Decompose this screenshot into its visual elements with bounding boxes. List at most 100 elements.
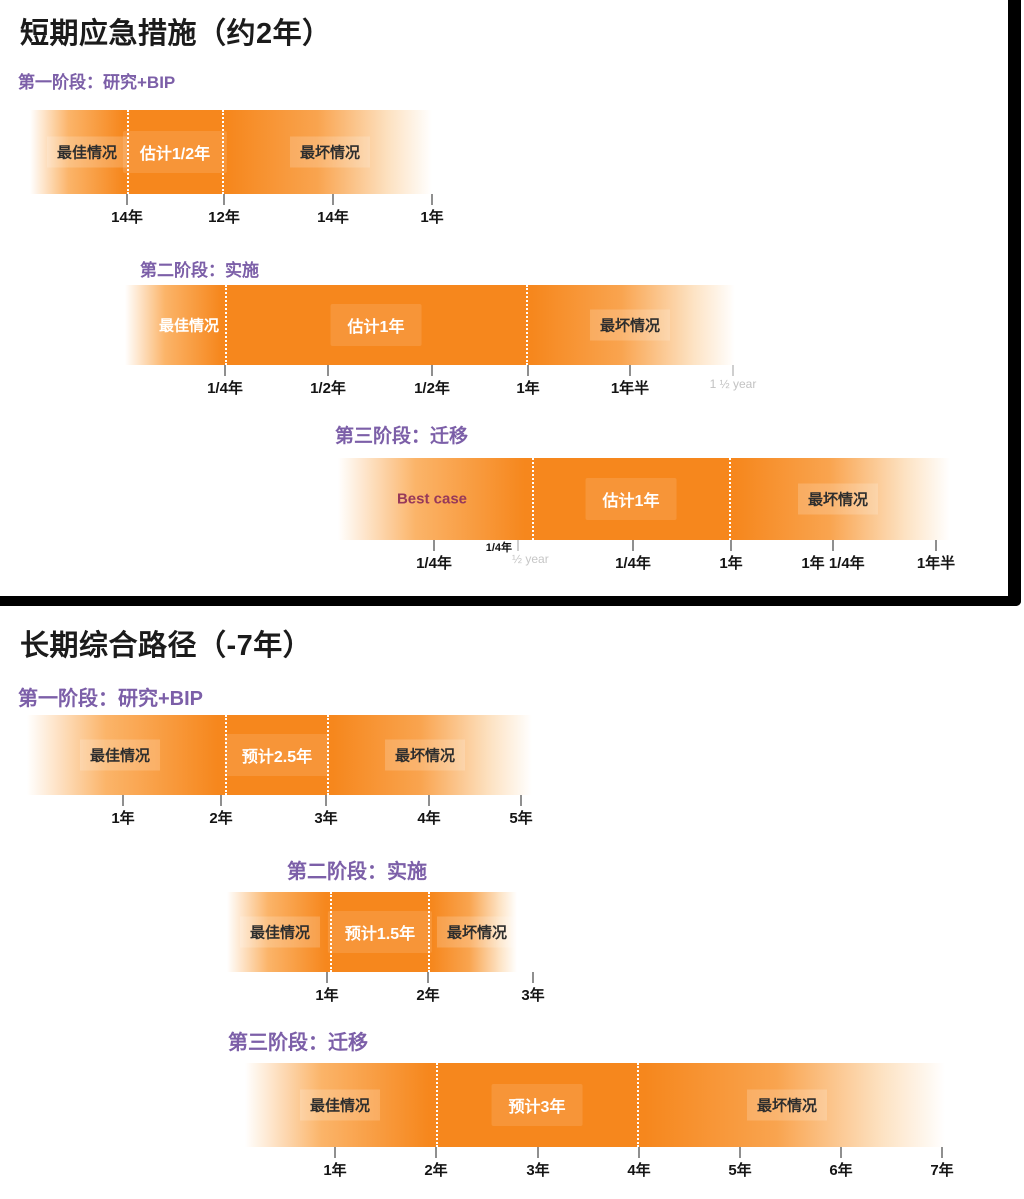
tick-label: 7年 xyxy=(930,1162,954,1179)
estimate-label: 预计3年 xyxy=(491,1084,583,1126)
tick-label: 2年 xyxy=(209,810,233,827)
estimate-label: 估计1/2年 xyxy=(122,131,228,173)
tick-label: 14年 xyxy=(111,209,143,226)
best-case-segment xyxy=(27,715,225,795)
tick-label: 12年 xyxy=(208,209,240,226)
tick-label: 1/2年 xyxy=(310,380,346,397)
s1-phase2-axis: 1/4年 1/2年 1/2年 1年 1年半 1 ½ year xyxy=(125,365,756,401)
tick-label: 1/4年 xyxy=(615,555,651,572)
best-case-segment xyxy=(338,458,532,540)
best-case-segment xyxy=(245,1063,436,1147)
worst-case-label: 最坏情况 xyxy=(589,309,671,341)
tick-label: 14年 xyxy=(317,209,349,226)
tick-mark xyxy=(739,1147,741,1158)
tick-mark xyxy=(223,194,225,205)
tick-label: 1年半 xyxy=(610,380,650,397)
long-term-title: 长期综合路径（-7年） xyxy=(20,630,313,662)
estimate-segment xyxy=(532,458,731,540)
worst-case-label: 最坏情况 xyxy=(436,916,518,948)
short-term-frame xyxy=(0,0,1021,606)
s1-phase1-bar: 最佳情况 估计1/2年 最坏情况 xyxy=(30,110,432,194)
tick-label: 4年 xyxy=(627,1162,651,1179)
estimate-segment xyxy=(225,715,329,795)
tick-label: 1年 xyxy=(516,380,540,397)
tick-mark xyxy=(629,365,631,376)
tick-mark xyxy=(632,540,634,551)
estimate-segment xyxy=(330,892,430,972)
tick-mark xyxy=(527,365,529,376)
tick-label: 3年 xyxy=(521,987,545,1004)
worst-case-label: 最坏情况 xyxy=(746,1089,828,1121)
s2-phase1-bar: 最佳情况 预计2.5年 最坏情况 xyxy=(27,715,532,795)
worst-case-segment xyxy=(731,458,950,540)
s1-phase2-bar: 最佳情况 估计1年 最坏情况 xyxy=(125,285,735,365)
tick-label: 3年 xyxy=(314,810,338,827)
tick-mark xyxy=(126,194,128,205)
best-case-label: 最佳情况 xyxy=(239,916,321,948)
s1-phase3-bar: Best case 估计1年 最坏情况 xyxy=(338,458,950,540)
tick-mark xyxy=(122,795,124,806)
tick-label: 2年 xyxy=(424,1162,448,1179)
s2-phase2-heading: 第二阶段：实施 xyxy=(287,861,427,883)
s1-phase1-heading: 第一阶段：研究+BIP xyxy=(18,73,176,92)
tick-label: 6年 xyxy=(829,1162,853,1179)
tick-label: 2年 xyxy=(416,987,440,1004)
s1-phase3-heading: 第三阶段：迁移 xyxy=(335,426,469,447)
worst-case-segment xyxy=(528,285,735,365)
worst-case-label: 最坏情况 xyxy=(797,483,879,515)
s2-phase2-axis: 1年 2年 3年 xyxy=(227,972,545,1008)
tick-label: 1/4年 xyxy=(416,555,452,572)
best-case-label: 最佳情况 xyxy=(158,317,220,335)
s2-phase3-axis: 1年 2年 3年 4年 5年 6年 7年 xyxy=(245,1147,954,1183)
tick-label: 1年 xyxy=(420,209,444,226)
worst-case-segment xyxy=(224,110,432,194)
tick-mark xyxy=(427,972,429,983)
worst-case-label: 最坏情况 xyxy=(289,136,371,168)
tick-mark xyxy=(832,540,834,551)
tick-label-gray: ½ year xyxy=(512,552,549,566)
tick-mark xyxy=(431,365,433,376)
tick-label: 1年 xyxy=(323,1162,347,1179)
estimate-label: 估计1年 xyxy=(585,478,677,520)
tick-mark xyxy=(941,1147,943,1158)
best-case-label: 最佳情况 xyxy=(79,739,161,771)
tick-mark xyxy=(220,795,222,806)
tick-mark xyxy=(224,365,226,376)
s2-phase3-heading: 第三阶段：迁移 xyxy=(228,1032,368,1054)
tick-mark xyxy=(325,795,327,806)
tick-label: 1年 xyxy=(111,810,135,827)
tick-label: 1/4年 xyxy=(207,380,243,397)
estimate-segment xyxy=(436,1063,639,1147)
tick-mark xyxy=(433,540,435,551)
worst-case-segment xyxy=(639,1063,945,1147)
tick-label: 4年 xyxy=(417,810,441,827)
tick-mark xyxy=(517,540,519,551)
tick-mark xyxy=(332,194,334,205)
tick-mark xyxy=(638,1147,640,1158)
best-case-segment xyxy=(227,892,330,972)
estimate-label: 预计1.5年 xyxy=(327,911,433,953)
short-term-title: 短期应急措施（约2年） xyxy=(20,18,332,50)
s2-phase3-bar: 最佳情况 预计3年 最坏情况 xyxy=(245,1063,945,1147)
best-case-label: 最佳情况 xyxy=(299,1089,381,1121)
estimate-segment xyxy=(225,285,528,365)
tick-label: 1/2年 xyxy=(414,380,450,397)
s1-phase3-axis: 1/4年 1/4年 ½ year 1/4年 1年 1年 1/4年 1年半 xyxy=(338,540,955,576)
estimate-label: 估计1年 xyxy=(330,304,422,346)
tick-mark xyxy=(326,972,328,983)
best-case-label: Best case xyxy=(396,490,468,508)
worst-case-segment xyxy=(329,715,532,795)
tick-mark xyxy=(520,795,522,806)
tick-mark xyxy=(840,1147,842,1158)
tick-mark xyxy=(334,1147,336,1158)
tick-label: 5年 xyxy=(728,1162,752,1179)
tick-mark xyxy=(730,540,732,551)
estimate-label: 预计2.5年 xyxy=(224,734,330,776)
tick-mark xyxy=(732,365,734,376)
tick-mark xyxy=(428,795,430,806)
tick-mark xyxy=(435,1147,437,1158)
estimate-segment xyxy=(127,110,224,194)
worst-case-segment xyxy=(430,892,517,972)
tick-label: 1年 1/4年 xyxy=(801,555,865,572)
tick-mark xyxy=(537,1147,539,1158)
